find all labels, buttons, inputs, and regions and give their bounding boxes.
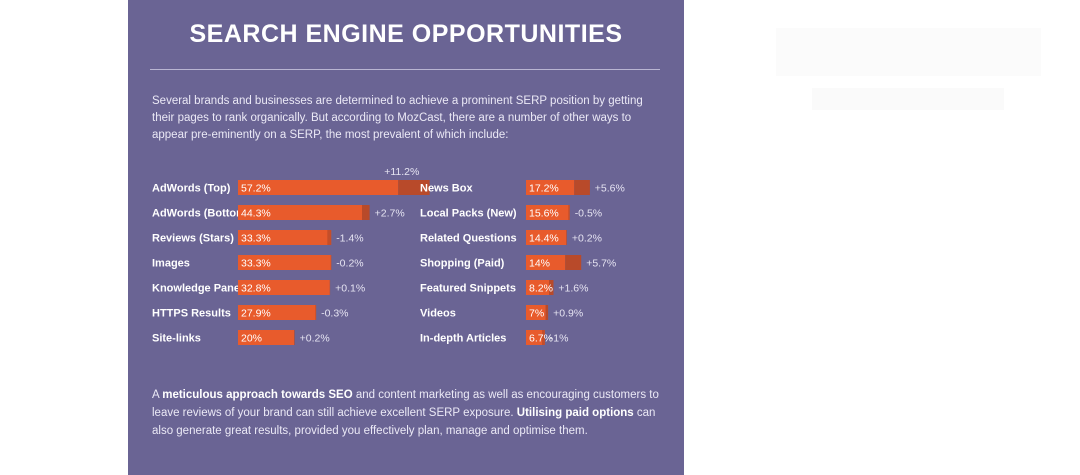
value-label: 7% (529, 308, 544, 320)
title-divider (150, 69, 660, 70)
value-label: 57.2% (241, 183, 271, 195)
change-label: +0.2% (572, 233, 602, 245)
change-label: -1% (550, 333, 569, 345)
bar (238, 255, 332, 270)
value-label: 32.8% (241, 283, 271, 295)
change-bar (542, 330, 545, 345)
bar (238, 180, 399, 195)
conclusion-text-1: A (152, 389, 163, 401)
category-label: Videos (420, 308, 456, 320)
category-label: Featured Snippets (420, 283, 516, 295)
faded-background-box (776, 28, 1041, 76)
change-bar (574, 180, 590, 195)
change-bar (545, 305, 549, 320)
change-label: -0.2% (336, 258, 363, 270)
value-label: 27.9% (241, 308, 271, 320)
change-label: +0.1% (335, 283, 365, 295)
bar (526, 180, 575, 195)
change-bar (398, 180, 430, 195)
change-bar (568, 205, 570, 220)
value-label: 44.3% (241, 208, 271, 220)
bar (526, 330, 545, 345)
infographic-panel: SEARCH ENGINE OPPORTUNITIES Several bran… (128, 0, 684, 475)
bar (526, 305, 546, 320)
change-bar (549, 280, 554, 295)
value-label: 14.4% (529, 233, 559, 245)
change-label: +5.6% (595, 183, 625, 195)
category-label: Related Questions (420, 233, 517, 245)
change-label: +1.6% (558, 283, 588, 295)
category-label: Images (152, 258, 190, 270)
bar (238, 280, 330, 295)
change-label: +0.2% (300, 333, 330, 345)
conclusion-highlight-seo: meticulous approach towards SEO (162, 389, 353, 401)
bar (526, 280, 549, 295)
category-label: Local Packs (New) (420, 208, 517, 220)
change-label: +2.7% (375, 208, 405, 220)
bar (526, 230, 567, 245)
change-bar (566, 230, 567, 245)
category-label: AdWords (Top) (152, 183, 231, 195)
bar (238, 305, 317, 320)
value-label: 8.2% (529, 283, 553, 295)
category-label: Knowledge Panels (152, 283, 249, 295)
conclusion-text-2: and content marketing as well as encoura… (152, 389, 659, 419)
category-label: AdWords (Bottom) (152, 208, 250, 220)
value-label: 33.3% (241, 258, 271, 270)
category-label: In-depth Articles (420, 333, 506, 345)
bar (238, 205, 362, 220)
page-title: SEARCH ENGINE OPPORTUNITIES (189, 20, 623, 48)
category-label: Site-links (152, 333, 201, 345)
faded-background-bar (812, 88, 1004, 110)
category-label: Reviews (Stars) (152, 233, 234, 245)
value-label: 14% (529, 258, 550, 270)
conclusion-highlight-paid: Utilising paid options (516, 407, 634, 419)
change-label: -0.5% (575, 208, 602, 220)
intro-paragraph: Several brands and businesses are determ… (152, 95, 643, 141)
change-bar (327, 230, 332, 245)
change-label: -0.3% (321, 308, 348, 320)
change-bar (315, 305, 317, 320)
change-label: +0.9% (553, 308, 583, 320)
value-label: 6.7% (529, 333, 553, 345)
conclusion-text-3: can also generate great results, provide… (152, 407, 656, 437)
conclusion-paragraph: A meticulous approach towards SEO and co… (152, 386, 662, 440)
change-label: +5.7% (586, 258, 616, 270)
bar (238, 330, 294, 345)
change-bar (330, 255, 332, 270)
serp-features-chart: AdWords (Top) 57.2% +11.2% AdWords (Bottom)… (152, 166, 625, 345)
value-label: 20% (241, 333, 262, 345)
category-label: HTTPS Results (152, 308, 231, 320)
category-label: News Box (420, 183, 473, 195)
change-bar (565, 255, 582, 270)
value-label: 33.3% (241, 233, 271, 245)
change-bar (294, 330, 295, 345)
bar (526, 205, 570, 220)
change-label: +11.2% (384, 166, 419, 178)
category-label: Shopping (Paid) (420, 258, 505, 270)
value-label: 15.6% (529, 208, 559, 220)
bar (238, 230, 332, 245)
change-bar (362, 205, 370, 220)
bar (526, 255, 566, 270)
change-label: -1.4% (336, 233, 363, 245)
value-label: 17.2% (529, 183, 559, 195)
